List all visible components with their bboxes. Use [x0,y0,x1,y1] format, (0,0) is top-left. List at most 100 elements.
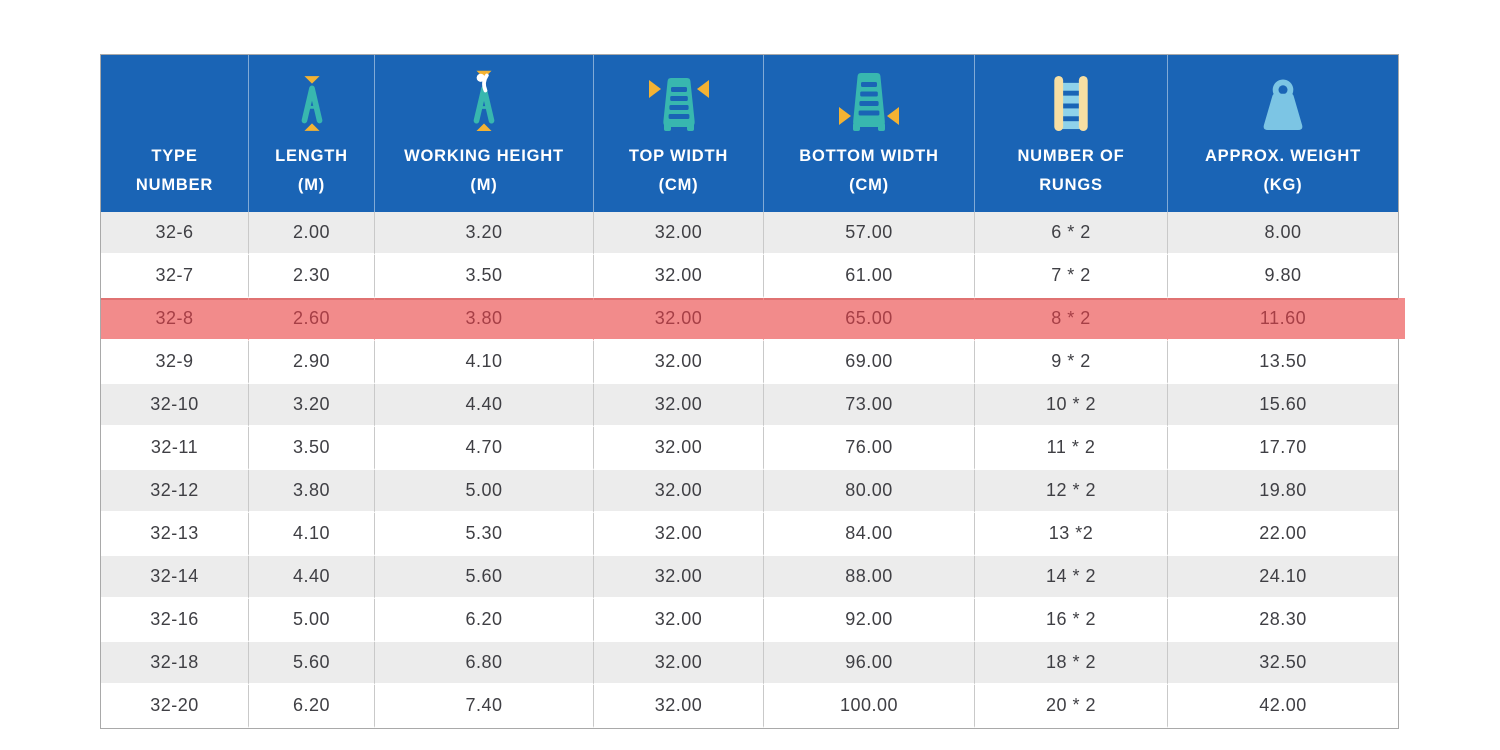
length-icon [295,75,329,132]
cell-number-of-rungs: 13 *2 [975,513,1168,556]
cell-working-height: 5.00 [375,470,594,513]
table-row-32-14[interactable]: 32-14 4.40 5.60 32.00 88.00 14 * 2 24.10 [101,556,1398,599]
top-width-icon [647,75,711,132]
cell-length: 2.90 [249,341,375,384]
column-label-line1: LENGTH [275,147,348,165]
cell-working-height: 3.20 [375,212,594,255]
cell-working-height: 6.20 [375,599,594,642]
cell-top-width: 32.00 [594,427,764,470]
cell-approx-weight: 9.80 [1168,255,1398,298]
table-row-32-18[interactable]: 32-18 5.60 6.80 32.00 96.00 18 * 2 32.50 [101,642,1398,685]
cell-top-width: 32.00 [594,513,764,556]
cell-type-number: 32-13 [101,513,249,556]
table-row-32-6[interactable]: 32-6 2.00 3.20 32.00 57.00 6 * 2 8.00 [101,212,1398,255]
column-label-line2: (KG) [1263,176,1303,194]
cell-length: 4.10 [249,513,375,556]
cell-approx-weight: 15.60 [1168,384,1398,427]
cell-approx-weight: 8.00 [1168,212,1398,255]
table-row-32-12[interactable]: 32-12 3.80 5.00 32.00 80.00 12 * 2 19.80 [101,470,1398,513]
cell-approx-weight: 42.00 [1168,685,1398,728]
cell-type-number: 32-11 [101,427,249,470]
cell-bottom-width: 69.00 [764,341,975,384]
cell-type-number: 32-8 [101,298,249,341]
cell-approx-weight: 24.10 [1168,556,1398,599]
table-row-32-7[interactable]: 32-7 2.30 3.50 32.00 61.00 7 * 2 9.80 [101,255,1398,298]
table-row-32-9[interactable]: 32-9 2.90 4.10 32.00 69.00 9 * 2 13.50 [101,341,1398,384]
cell-type-number: 32-20 [101,685,249,728]
table-row-32-8[interactable]: 32-8 2.60 3.80 32.00 65.00 8 * 2 11.60 [101,298,1405,341]
spec-table-header: TYPE NUMBER [101,55,1398,212]
cell-number-of-rungs: 12 * 2 [975,470,1168,513]
cell-working-height: 4.40 [375,384,594,427]
table-row-32-20[interactable]: 32-20 6.20 7.40 32.00 100.00 20 * 2 42.0… [101,685,1398,728]
cell-length: 3.80 [249,470,375,513]
working-height-icon [466,66,502,132]
column-label-line2: (M) [470,176,498,194]
cell-working-height: 4.70 [375,427,594,470]
column-label-line1: TYPE [151,147,198,165]
cell-top-width: 32.00 [594,642,764,685]
cell-bottom-width: 100.00 [764,685,975,728]
cell-bottom-width: 57.00 [764,212,975,255]
cell-approx-weight: 32.50 [1168,642,1398,685]
cell-length: 3.50 [249,427,375,470]
cell-bottom-width: 88.00 [764,556,975,599]
cell-top-width: 32.00 [594,255,764,298]
table-row-32-10[interactable]: 32-10 3.20 4.40 32.00 73.00 10 * 2 15.60 [101,384,1398,427]
cell-number-of-rungs: 18 * 2 [975,642,1168,685]
cell-bottom-width: 80.00 [764,470,975,513]
cell-approx-weight: 28.30 [1168,599,1398,642]
cell-length: 2.60 [249,298,375,341]
cell-working-height: 3.50 [375,255,594,298]
cell-approx-weight: 13.50 [1168,341,1398,384]
cell-length: 2.00 [249,212,375,255]
cell-length: 3.20 [249,384,375,427]
weight-icon [1255,79,1311,132]
cell-bottom-width: 76.00 [764,427,975,470]
cell-type-number: 32-6 [101,212,249,255]
cell-number-of-rungs: 16 * 2 [975,599,1168,642]
cell-working-height: 5.30 [375,513,594,556]
cell-top-width: 32.00 [594,470,764,513]
cell-top-width: 32.00 [594,384,764,427]
table-row-32-13[interactable]: 32-13 4.10 5.30 32.00 84.00 13 *2 22.00 [101,513,1398,556]
cell-number-of-rungs: 6 * 2 [975,212,1168,255]
cell-number-of-rungs: 20 * 2 [975,685,1168,728]
table-row-32-11[interactable]: 32-11 3.50 4.70 32.00 76.00 11 * 2 17.70 [101,427,1398,470]
cell-number-of-rungs: 9 * 2 [975,341,1168,384]
bottom-width-icon [837,71,901,132]
cell-length: 6.20 [249,685,375,728]
cell-working-height: 3.80 [375,298,594,341]
column-header-top-width: TOP WIDTH (CM) [594,55,764,212]
cell-length: 5.60 [249,642,375,685]
column-label-line1: BOTTOM WIDTH [799,147,939,165]
cell-type-number: 32-9 [101,341,249,384]
cell-number-of-rungs: 7 * 2 [975,255,1168,298]
column-label-line2: NUMBER [135,176,214,194]
cell-approx-weight: 11.60 [1168,298,1405,341]
cell-top-width: 32.00 [594,599,764,642]
column-header-working-height: WORKING HEIGHT (M) [375,55,594,212]
cell-type-number: 32-16 [101,599,249,642]
cell-working-height: 4.10 [375,341,594,384]
column-label-line1: NUMBER OF [1017,147,1125,165]
rungs-count-icon [1052,75,1090,132]
column-label-line1: APPROX. WEIGHT [1204,147,1362,165]
column-header-approx-weight: APPROX. WEIGHT (KG) [1168,55,1398,212]
column-label-line1: TOP WIDTH [628,147,729,165]
cell-type-number: 32-10 [101,384,249,427]
column-header-bottom-width: BOTTOM WIDTH (CM) [764,55,975,212]
column-label-line2: (CM) [849,176,889,194]
cell-approx-weight: 22.00 [1168,513,1398,556]
cell-approx-weight: 17.70 [1168,427,1398,470]
column-label-line2: (M) [297,176,326,194]
cell-type-number: 32-18 [101,642,249,685]
table-row-32-16[interactable]: 32-16 5.00 6.20 32.00 92.00 16 * 2 28.30 [101,599,1398,642]
cell-length: 5.00 [249,599,375,642]
column-header-length: LENGTH (M) [249,55,375,212]
cell-top-width: 32.00 [594,298,764,341]
cell-type-number: 32-7 [101,255,249,298]
cell-approx-weight: 19.80 [1168,470,1398,513]
cell-number-of-rungs: 10 * 2 [975,384,1168,427]
column-label-line2: RUNGS [1039,176,1103,194]
